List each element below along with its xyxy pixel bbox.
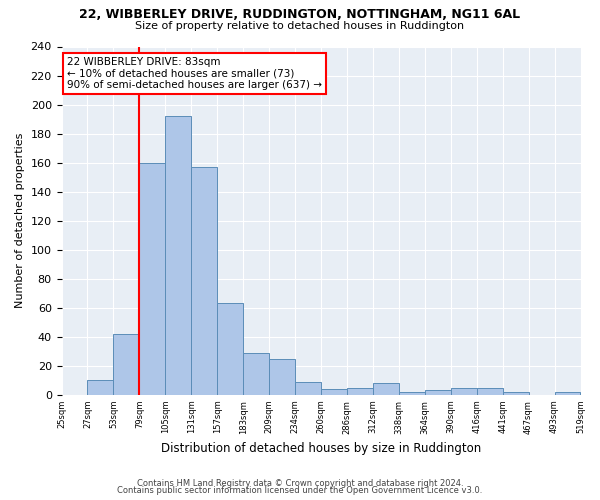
Y-axis label: Number of detached properties: Number of detached properties bbox=[15, 133, 25, 308]
Bar bbox=[191, 167, 217, 395]
Text: Contains HM Land Registry data © Crown copyright and database right 2024.: Contains HM Land Registry data © Crown c… bbox=[137, 478, 463, 488]
Bar bbox=[321, 389, 347, 395]
Bar bbox=[243, 352, 269, 395]
Bar bbox=[217, 304, 243, 395]
X-axis label: Distribution of detached houses by size in Ruddington: Distribution of detached houses by size … bbox=[161, 442, 481, 455]
Text: 22 WIBBERLEY DRIVE: 83sqm
← 10% of detached houses are smaller (73)
90% of semi-: 22 WIBBERLEY DRIVE: 83sqm ← 10% of detac… bbox=[67, 57, 322, 90]
Bar bbox=[166, 116, 191, 395]
Bar bbox=[399, 392, 425, 395]
Bar bbox=[295, 382, 321, 395]
Bar bbox=[503, 392, 529, 395]
Bar bbox=[88, 380, 113, 395]
Bar bbox=[554, 392, 580, 395]
Bar bbox=[425, 390, 451, 395]
Text: Size of property relative to detached houses in Ruddington: Size of property relative to detached ho… bbox=[136, 21, 464, 31]
Bar bbox=[139, 162, 166, 395]
Bar bbox=[269, 358, 295, 395]
Bar bbox=[373, 383, 399, 395]
Bar bbox=[347, 388, 373, 395]
Bar bbox=[113, 334, 139, 395]
Bar bbox=[451, 388, 477, 395]
Text: 22, WIBBERLEY DRIVE, RUDDINGTON, NOTTINGHAM, NG11 6AL: 22, WIBBERLEY DRIVE, RUDDINGTON, NOTTING… bbox=[79, 8, 521, 20]
Bar bbox=[477, 388, 503, 395]
Text: Contains public sector information licensed under the Open Government Licence v3: Contains public sector information licen… bbox=[118, 486, 482, 495]
